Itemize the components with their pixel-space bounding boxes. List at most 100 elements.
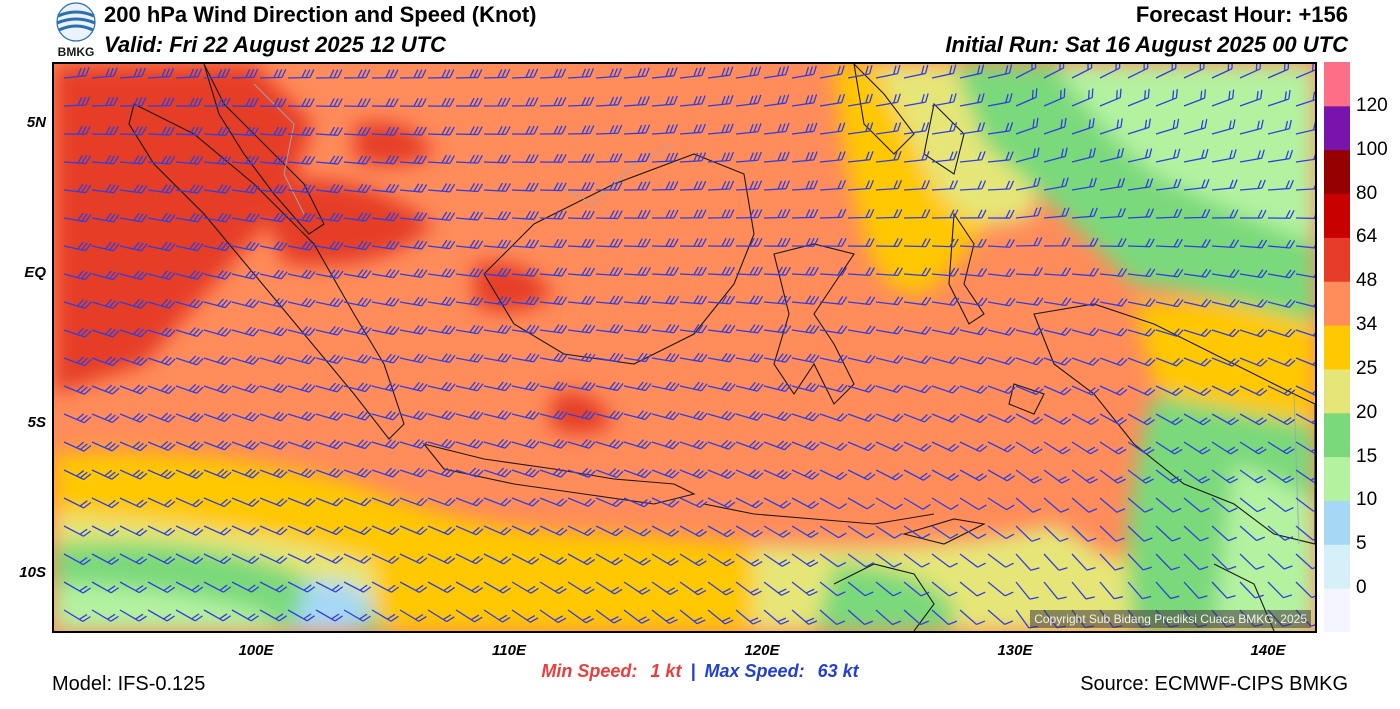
wind-barb [343, 354, 372, 364]
wind-barb [707, 151, 734, 163]
wind-barb [1211, 553, 1237, 571]
wind-barb [511, 467, 540, 478]
wind-barb [511, 525, 540, 536]
wind-barb [147, 525, 176, 537]
wind-barb [287, 326, 316, 336]
wind-barb [1183, 328, 1212, 338]
wind-barb [679, 581, 707, 596]
wind-barb [455, 525, 484, 536]
wind-barb [343, 497, 372, 507]
wind-barb [763, 209, 791, 219]
wind-barb [455, 182, 484, 193]
wind-barb [203, 97, 231, 107]
wind-barb [875, 267, 904, 277]
wind-barb [539, 438, 568, 449]
wind-barb [259, 298, 288, 308]
wind-barb [1099, 64, 1121, 79]
wind-barb [427, 69, 455, 79]
wind-barb [427, 268, 456, 278]
colorbar-label: 10 [1356, 489, 1378, 511]
wind-barb [679, 468, 708, 479]
wind-barb [819, 581, 846, 597]
wind-barb [343, 155, 372, 165]
wind-barb [539, 324, 568, 334]
wind-barb [1211, 269, 1240, 278]
wind-barb [1043, 64, 1065, 79]
wind-barb [987, 441, 1016, 453]
wind-barb [371, 609, 399, 622]
wind-barb [203, 497, 232, 508]
wind-barb [483, 296, 512, 306]
wind-barb [1267, 119, 1292, 135]
wind-barb [567, 153, 595, 163]
wind-barb [763, 353, 792, 363]
wind-barb [399, 97, 427, 108]
wind-barb [623, 468, 652, 479]
wind-barb [399, 497, 428, 507]
wind-barb [903, 581, 930, 597]
wind-barb [791, 208, 819, 219]
wind-barb [1155, 118, 1180, 135]
wind-barb [679, 410, 708, 421]
wind-barb [707, 439, 736, 450]
wind-barb [959, 553, 986, 568]
wind-barb [287, 439, 316, 450]
wind-barb [707, 525, 735, 538]
wind-barb [175, 525, 204, 536]
wind-barb [1295, 120, 1315, 135]
wind-barb [259, 383, 288, 394]
wind-barb [875, 325, 904, 335]
wind-barb [119, 327, 148, 338]
wind-barb [427, 154, 456, 164]
wind-barb [63, 553, 92, 566]
wind-barb [91, 609, 119, 622]
wind-barb [315, 269, 344, 279]
wind-barb [91, 270, 120, 281]
wind-barb [1099, 238, 1127, 248]
wind-barb [119, 184, 148, 194]
wind-barb [399, 581, 428, 593]
wind-barb [819, 325, 848, 335]
wind-barb [763, 237, 791, 247]
colorbar-swatch [1324, 237, 1350, 282]
wind-barb [791, 469, 820, 480]
wind-barb [763, 497, 792, 509]
logo-text: BMKG [58, 45, 95, 58]
wind-barb [847, 179, 874, 191]
wind-barb [1127, 357, 1156, 367]
wind-barb [987, 413, 1016, 424]
wind-barb [203, 241, 232, 252]
wind-barb [287, 354, 316, 365]
wind-barb [875, 238, 903, 248]
wind-barb [819, 65, 845, 79]
wind-barb [1239, 64, 1262, 79]
wind-barb [959, 209, 987, 219]
wind-barb [1071, 267, 1100, 277]
wind-barb [1267, 328, 1296, 338]
wind-barb [343, 609, 371, 622]
wind-barb [315, 439, 344, 450]
wind-barb [847, 93, 873, 107]
wind-barb [63, 299, 92, 309]
wind-barb [623, 295, 652, 305]
wind-barb [119, 298, 148, 309]
wind-barb [1183, 497, 1210, 513]
wind-barb [959, 525, 987, 540]
wind-barb [931, 355, 960, 365]
wind-barb [1099, 118, 1123, 135]
wind-barb [735, 94, 762, 107]
wind-barb [875, 93, 901, 107]
wind-barb [987, 297, 1016, 307]
wind-barb [763, 122, 790, 135]
wind-barb [1071, 357, 1100, 366]
wind-barb [539, 497, 568, 507]
wind-barb [259, 354, 288, 365]
wind-barb [231, 126, 259, 136]
wind-barb [567, 410, 596, 420]
wind-barb [1239, 269, 1268, 279]
wind-barb [1127, 385, 1156, 396]
wind-barb [1183, 89, 1207, 107]
wind-barb [1183, 178, 1210, 191]
wind-barb [903, 267, 932, 277]
wind-barb [847, 581, 874, 597]
